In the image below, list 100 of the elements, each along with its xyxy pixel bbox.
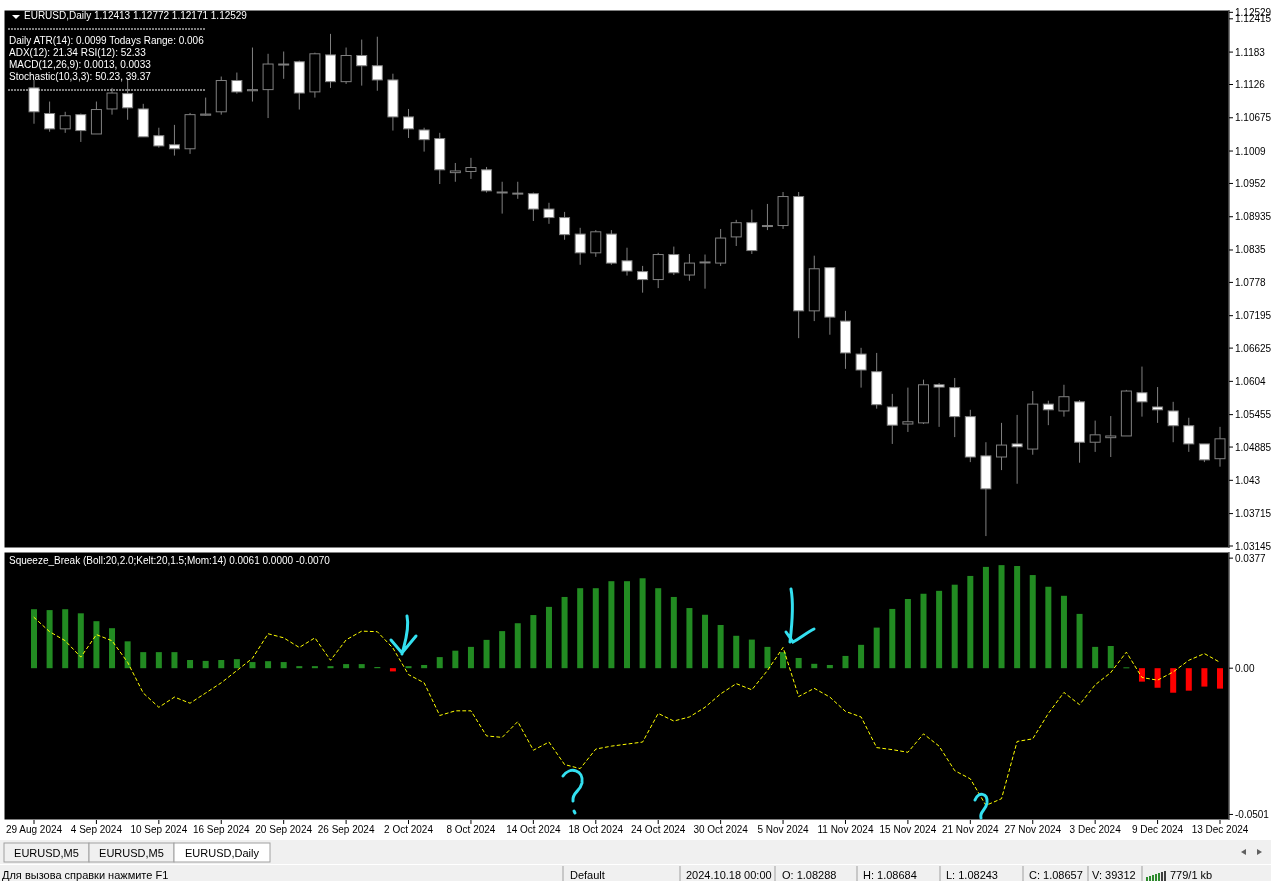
candlestick [996, 422, 1008, 471]
candlestick [1011, 414, 1023, 485]
annotation: Daily ATR(14): 0.0099 Todays Range: 0.006 [9, 35, 205, 46]
bar [577, 588, 584, 669]
x-tick-label: 5 Nov 2024 [757, 824, 810, 835]
x-tick-label: 3 Dec 2024 [1069, 824, 1122, 835]
bar [358, 664, 365, 669]
bar [561, 596, 568, 669]
bar [421, 664, 428, 669]
bar [967, 575, 974, 669]
bar [265, 661, 272, 669]
bar [327, 666, 334, 669]
candlestick [683, 253, 695, 282]
bar [452, 650, 459, 669]
candlestick [1214, 426, 1226, 468]
bar [639, 578, 646, 669]
y-tick-label: -0.0501 [1235, 808, 1270, 820]
candlestick [543, 202, 555, 225]
bar [764, 646, 771, 669]
candlestick [449, 162, 461, 183]
bar [951, 584, 958, 669]
y-tick-label: 1.0778 [1235, 276, 1267, 288]
x-tick-label: 4 Sep 2024 [70, 824, 123, 835]
bar [655, 588, 662, 669]
x-tick-label: 20 Sep 2024 [255, 824, 313, 835]
x-tick-label: 29 Aug 2024 [5, 824, 63, 835]
x-tick-label: 11 Nov 2024 [817, 824, 874, 835]
candlestick [168, 124, 180, 157]
bar [1029, 575, 1036, 669]
y-tick-label: 1.06625 [1235, 342, 1271, 354]
bar [717, 624, 724, 669]
x-tick-label: 15 Nov 2024 [879, 824, 937, 835]
candlestick [1183, 417, 1195, 453]
text: 779/1 kb [1170, 869, 1213, 881]
text: L: 1.08243 [946, 869, 998, 881]
x-tick-label: 13 Dec 2024 [1191, 824, 1249, 835]
candlestick [481, 166, 493, 194]
bar [858, 644, 865, 669]
y-tick-label: 1.08935 [1235, 211, 1271, 223]
text: C: 1.08657 [1029, 869, 1083, 881]
candlestick [1089, 420, 1101, 453]
bar [467, 646, 474, 669]
y-tick-label: 1.1126 [1235, 79, 1266, 90]
candlestick [933, 382, 945, 428]
x-tick-label: 14 Oct 2024 [506, 824, 562, 835]
y-tick-label: 0.0377 [1235, 552, 1267, 564]
bar [93, 621, 100, 669]
line-series [33, 616, 1221, 806]
text: EURUSD,Daily [185, 847, 260, 859]
bar [1201, 668, 1208, 687]
y-tick-label: 1.03145 [1235, 540, 1271, 552]
candlestick [418, 127, 430, 153]
candlestick [1105, 415, 1117, 458]
candlestick [106, 87, 118, 116]
candlestick [902, 387, 914, 433]
bar [1138, 668, 1145, 682]
bar [62, 609, 69, 669]
bar [1092, 646, 1099, 669]
bar [670, 596, 677, 669]
candlestick [75, 113, 87, 143]
chart-title: EURUSD,Daily 1.12413 1.12772 1.12171 1.12529 [24, 10, 248, 21]
y-tick-label: 1.12415 [1235, 13, 1271, 25]
bar [920, 593, 927, 669]
bar [904, 599, 911, 669]
bar [155, 652, 162, 669]
y-tick-label: 1.0604 [1235, 375, 1267, 387]
bar [624, 581, 630, 669]
text: H: 1.08684 [863, 869, 917, 881]
y-tick-label: 1.07195 [1235, 310, 1271, 322]
y-tick-label: 1.043 [1235, 474, 1261, 486]
annotation: ADX(12): 21.34 RSI(12): 52.33 [9, 47, 147, 58]
y-tick-label: 1.1183 [1235, 46, 1266, 58]
y-tick-label: 0.00 [1235, 662, 1255, 674]
text: V: 39312 [1092, 869, 1136, 881]
bar [389, 668, 396, 672]
candlestick [231, 72, 243, 95]
y-tick-label: 1.10675 [1235, 112, 1271, 124]
bar [702, 614, 709, 669]
text: EURUSD,M5 [99, 847, 164, 859]
text: O: 1.08288 [782, 869, 837, 881]
bar [1045, 586, 1052, 669]
candlestick [403, 108, 415, 139]
annotation: Stochastic(10,3,3): 50.23, 39.37 [9, 71, 152, 82]
candlestick [246, 47, 258, 103]
candlestick [886, 393, 898, 445]
bar [77, 613, 84, 669]
bar [842, 655, 849, 669]
bar [405, 666, 412, 669]
bar [31, 609, 37, 669]
candlestick [1198, 443, 1210, 463]
bar [889, 608, 896, 669]
candlestick [637, 265, 649, 294]
y-tick-label: 1.1009 [1235, 145, 1267, 157]
candlestick [855, 347, 867, 389]
candlestick [278, 51, 290, 80]
bar [733, 635, 740, 669]
bar [187, 660, 194, 669]
bar [499, 631, 506, 669]
x-tick-label: 21 Nov 2024 [941, 824, 1000, 835]
candlestick [1042, 400, 1054, 426]
